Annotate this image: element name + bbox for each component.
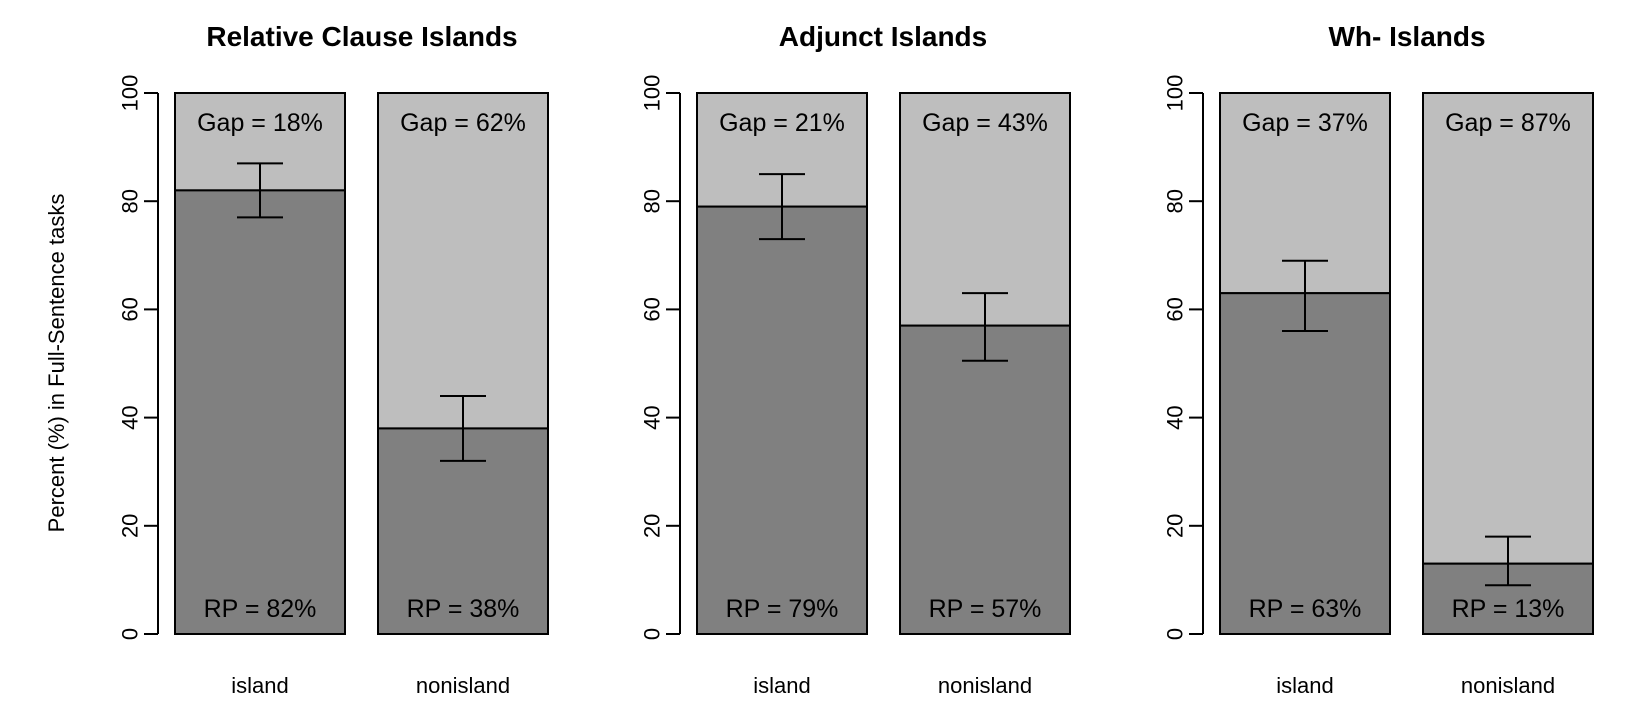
gap-label: Gap = 21%: [719, 109, 845, 137]
rp-label: RP = 82%: [204, 595, 317, 623]
y-tick-label: 80: [640, 189, 665, 213]
x-category-label: nonisland: [1461, 673, 1555, 698]
gap-label: Gap = 62%: [400, 109, 526, 137]
rp-bar-segment: [696, 205, 868, 636]
gap-bar-segment: [377, 92, 549, 430]
panel-title: Adjunct Islands: [779, 21, 987, 52]
rp-bar-segment: [1219, 292, 1391, 635]
x-category-label: nonisland: [938, 673, 1032, 698]
rp-bar-segment: [377, 427, 549, 636]
y-tick-label: 0: [1163, 628, 1188, 640]
gap-bar-segment: [1422, 92, 1594, 565]
gap-label: Gap = 43%: [922, 109, 1048, 137]
y-tick-label: 40: [640, 405, 665, 429]
y-tick-label: 40: [118, 405, 143, 429]
rp-bar-segment: [174, 189, 346, 635]
y-tick-label: 0: [640, 628, 665, 640]
y-tick-label: 0: [118, 628, 143, 640]
y-tick-label: 80: [118, 189, 143, 213]
x-category-label: nonisland: [416, 673, 510, 698]
y-axis-label: Percent (%) in Full-Sentence tasks: [44, 194, 69, 533]
y-tick-label: 20: [1163, 514, 1188, 538]
y-tick-label: 60: [640, 297, 665, 321]
y-tick-label: 100: [1163, 75, 1188, 112]
panel-title: Relative Clause Islands: [206, 21, 517, 52]
x-category-label: island: [753, 673, 810, 698]
y-tick-label: 100: [640, 75, 665, 112]
y-tick-label: 40: [1163, 405, 1188, 429]
y-tick-label: 100: [118, 75, 143, 112]
rp-label: RP = 79%: [726, 595, 839, 623]
gap-bar-segment: [899, 92, 1071, 327]
y-tick-label: 80: [1163, 189, 1188, 213]
y-tick-label: 60: [1163, 297, 1188, 321]
gap-label: Gap = 18%: [197, 109, 323, 137]
gap-label: Gap = 37%: [1242, 109, 1368, 137]
y-tick-label: 20: [640, 514, 665, 538]
rp-label: RP = 38%: [407, 595, 520, 623]
rp-bar-segment: [899, 324, 1071, 635]
x-category-label: island: [1276, 673, 1333, 698]
y-tick-label: 20: [118, 514, 143, 538]
gap-label: Gap = 87%: [1445, 109, 1571, 137]
rp-label: RP = 57%: [929, 595, 1042, 623]
x-category-label: island: [231, 673, 288, 698]
rp-label: RP = 13%: [1452, 595, 1565, 623]
rp-label: RP = 63%: [1249, 595, 1362, 623]
y-tick-label: 60: [118, 297, 143, 321]
panel-title: Wh- Islands: [1328, 21, 1485, 52]
